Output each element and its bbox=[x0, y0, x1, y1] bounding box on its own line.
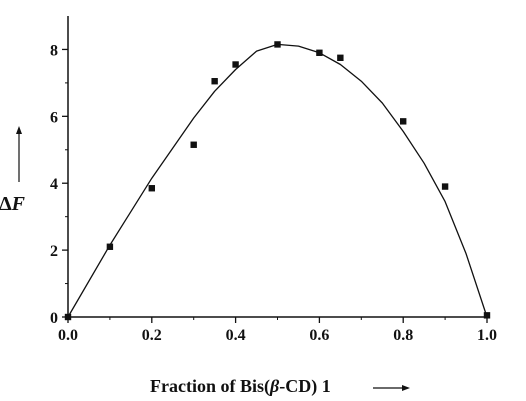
y-tick-label: 2 bbox=[50, 243, 58, 260]
data-point bbox=[337, 54, 344, 62]
y-tick-label: 6 bbox=[50, 109, 58, 126]
x-tick-label: 0.8 bbox=[393, 327, 413, 344]
data-points bbox=[64, 41, 491, 321]
x-tick-label: 0.0 bbox=[58, 327, 78, 344]
data-point bbox=[441, 183, 449, 190]
x-tick-label: 0.4 bbox=[226, 327, 246, 344]
data-point bbox=[274, 41, 281, 48]
x-axis-title-suffix: -CD) 1 bbox=[279, 376, 331, 397]
y-tick-label: 4 bbox=[50, 176, 58, 193]
tick-labels: 0 2 4 6 8 0.0 0.2 0.4 0.6 0.8 1.0 bbox=[50, 42, 497, 344]
y-tick-label: 8 bbox=[50, 42, 58, 59]
x-tick-label: 0.2 bbox=[142, 327, 162, 344]
data-point bbox=[148, 185, 155, 192]
data-point bbox=[400, 118, 407, 125]
y-axis-title-delta: Δ bbox=[0, 193, 12, 215]
x-axis-title-beta: β bbox=[269, 376, 280, 396]
data-point bbox=[483, 312, 491, 319]
data-point bbox=[106, 243, 114, 250]
x-tick-label: 1.0 bbox=[477, 327, 497, 344]
data-point bbox=[190, 141, 197, 148]
data-point bbox=[211, 78, 218, 85]
x-tick-label: 0.6 bbox=[309, 327, 329, 344]
data-point bbox=[64, 313, 72, 321]
x-axis-title-text: Fraction of Bis(β-CD) 1 bbox=[150, 376, 331, 397]
fit-curve-line bbox=[67, 43, 488, 318]
y-axis-title-text: ΔF bbox=[0, 193, 26, 215]
x-axis-title-arrow-head bbox=[402, 385, 410, 391]
x-axis-title-prefix: Fraction of Bis( bbox=[150, 376, 270, 397]
x-axis-title: Fraction of Bis(β-CD) 1 bbox=[150, 376, 410, 397]
data-point bbox=[316, 49, 323, 56]
ticks bbox=[62, 48, 488, 323]
y-axis-title-var: F bbox=[11, 193, 26, 215]
fit-curve bbox=[67, 43, 488, 318]
axes bbox=[67, 16, 487, 318]
data-point bbox=[232, 61, 239, 68]
y-axis-title-arrow-head bbox=[16, 126, 22, 134]
y-axis-title: ΔF bbox=[0, 126, 26, 215]
y-tick-label: 0 bbox=[50, 310, 58, 327]
